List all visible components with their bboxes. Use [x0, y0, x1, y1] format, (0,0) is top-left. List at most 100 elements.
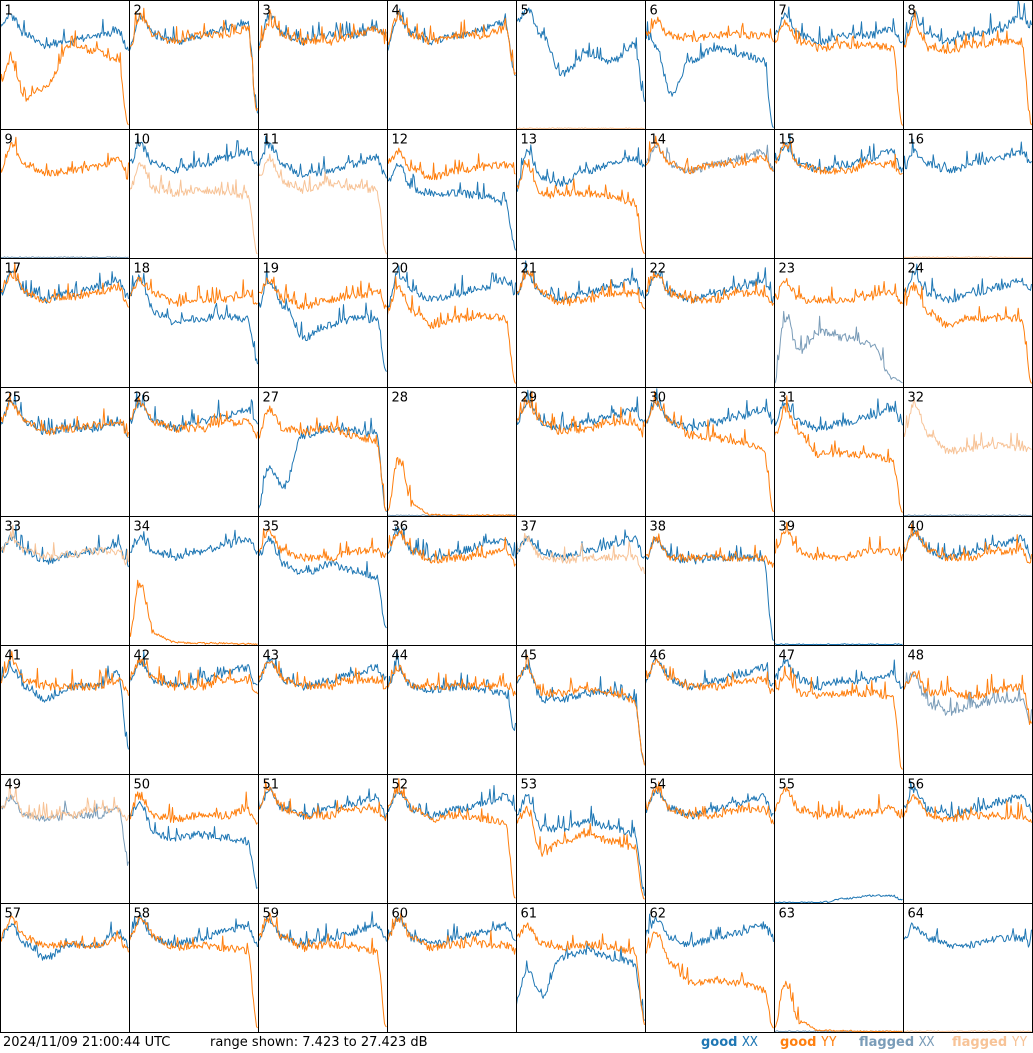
- panel-28-frame: [387, 387, 517, 517]
- panel-15: 15: [774, 129, 904, 259]
- panel-57-yy-trace: [0, 915, 129, 953]
- panel-13-yy-trace: [516, 159, 645, 255]
- panel-27-label: 27: [263, 391, 280, 406]
- panel-46-xx-trace: [645, 657, 774, 691]
- panel-19-label: 19: [263, 262, 280, 277]
- panel-17-label: 17: [5, 262, 22, 277]
- panel-62: 62: [645, 903, 775, 1033]
- panel-61-label: 61: [521, 907, 538, 922]
- panel-28-yy-trace: [387, 457, 516, 516]
- panel-43-yy-trace: [258, 660, 387, 691]
- panel-15-label: 15: [779, 133, 796, 148]
- panel-47-label: 47: [779, 649, 796, 664]
- panel-22-label: 22: [650, 262, 667, 277]
- panel-34-label: 34: [134, 520, 151, 535]
- panel-64-label: 64: [908, 907, 925, 922]
- panel-2-yy-trace: [129, 7, 258, 111]
- panel-37: 37: [516, 516, 646, 646]
- panel-41-xx-trace: [0, 658, 129, 750]
- panel-30: 30: [645, 387, 775, 517]
- panel-14-yy-trace: [645, 135, 774, 175]
- panel-55-xx-trace: [774, 894, 903, 903]
- panel-7-label: 7: [779, 4, 787, 19]
- panel-11: 11: [258, 129, 388, 259]
- panel-3-label: 3: [263, 4, 271, 19]
- panel-25-yy-trace: [0, 393, 129, 438]
- panel-5-yy-trace: [516, 127, 645, 129]
- panel-64: 64: [903, 903, 1033, 1033]
- panel-58-label: 58: [134, 907, 151, 922]
- panel-39-label: 39: [779, 520, 796, 535]
- panel-32-frame: [903, 387, 1033, 517]
- panel-28-label: 28: [392, 391, 409, 406]
- panel-15-yy-trace: [774, 140, 903, 175]
- panel-34: 34: [129, 516, 259, 646]
- panel-38-yy-trace: [645, 533, 774, 568]
- panel-9-frame: [0, 129, 130, 259]
- panel-55-label: 55: [779, 778, 796, 793]
- panel-8-yy-trace: [903, 9, 1032, 126]
- panel-58: 58: [129, 903, 259, 1033]
- panel-14: 14: [645, 129, 775, 259]
- panel-51-yy-trace: [258, 780, 387, 822]
- panel-32-yy-trace: [903, 398, 1032, 455]
- panel-45-xx-trace: [516, 659, 645, 765]
- panel-12-frame: [387, 129, 517, 259]
- panel-61-xx-trace: [516, 941, 645, 1021]
- panel-19-yy-trace: [258, 276, 387, 310]
- panel-54-yy-trace: [645, 781, 774, 825]
- panel-59-frame: [258, 903, 388, 1033]
- panel-18-label: 18: [134, 262, 151, 277]
- panel-33-frame: [0, 516, 130, 646]
- panel-53-yy-trace: [516, 805, 645, 900]
- panel-25-xx-trace: [0, 391, 129, 439]
- panel-18: 18: [129, 258, 259, 388]
- panel-7-xx-trace: [774, 6, 903, 46]
- panel-7-yy-trace: [774, 19, 903, 126]
- panel-57: 57: [0, 903, 130, 1033]
- panel-7: 7: [774, 0, 904, 130]
- panel-42-label: 42: [134, 649, 151, 664]
- panel-6-yy-trace: [645, 16, 774, 43]
- panel-8-xx-trace: [903, 0, 1032, 46]
- panel-46-yy-trace: [645, 658, 774, 694]
- panel-42: 42: [129, 645, 259, 775]
- panel-56-label: 56: [908, 778, 925, 793]
- footer: 2024/11/09 21:00:44 UTC range shown: 7.4…: [0, 1033, 1033, 1053]
- panel-63-label: 63: [779, 907, 796, 922]
- panel-46-frame: [645, 645, 775, 775]
- panel-5-frame: [516, 0, 646, 130]
- panel-43-label: 43: [263, 649, 280, 664]
- panel-35-yy-trace: [258, 528, 387, 562]
- panel-20: 20: [387, 258, 517, 388]
- panel-22-xx-trace: [645, 267, 774, 303]
- panel-2-label: 2: [134, 4, 142, 19]
- panel-33-label: 33: [5, 520, 22, 535]
- panel-21-frame: [516, 258, 646, 388]
- panel-7-frame: [774, 0, 904, 130]
- panel-46: 46: [645, 645, 775, 775]
- panel-12-xx-trace: [387, 163, 516, 251]
- panel-22-frame: [645, 258, 775, 388]
- panel-11-yy-trace: [258, 153, 387, 255]
- panel-9-yy-trace: [0, 136, 129, 180]
- panel-5-label: 5: [521, 4, 529, 19]
- panel-48-xx-trace: [903, 671, 1032, 724]
- panel-2-frame: [129, 0, 259, 130]
- panel-40-label: 40: [908, 520, 925, 535]
- panel-43-frame: [258, 645, 388, 775]
- panel-16: 16: [903, 129, 1033, 259]
- panel-55: 55: [774, 774, 904, 904]
- panel-28: 28: [387, 387, 517, 517]
- panel-50-frame: [129, 774, 259, 904]
- panel-17: 17: [0, 258, 130, 388]
- panel-32: 32: [903, 387, 1033, 517]
- panel-40-yy-trace: [903, 523, 1032, 564]
- panel-55-yy-trace: [774, 786, 903, 820]
- panel-39-yy-trace: [774, 521, 903, 562]
- panel-44: 44: [387, 645, 517, 775]
- panel-21-yy-trace: [516, 269, 645, 310]
- panel-23-xx-trace: [774, 310, 903, 384]
- panel-62-frame: [645, 903, 775, 1033]
- panel-44-frame: [387, 645, 517, 775]
